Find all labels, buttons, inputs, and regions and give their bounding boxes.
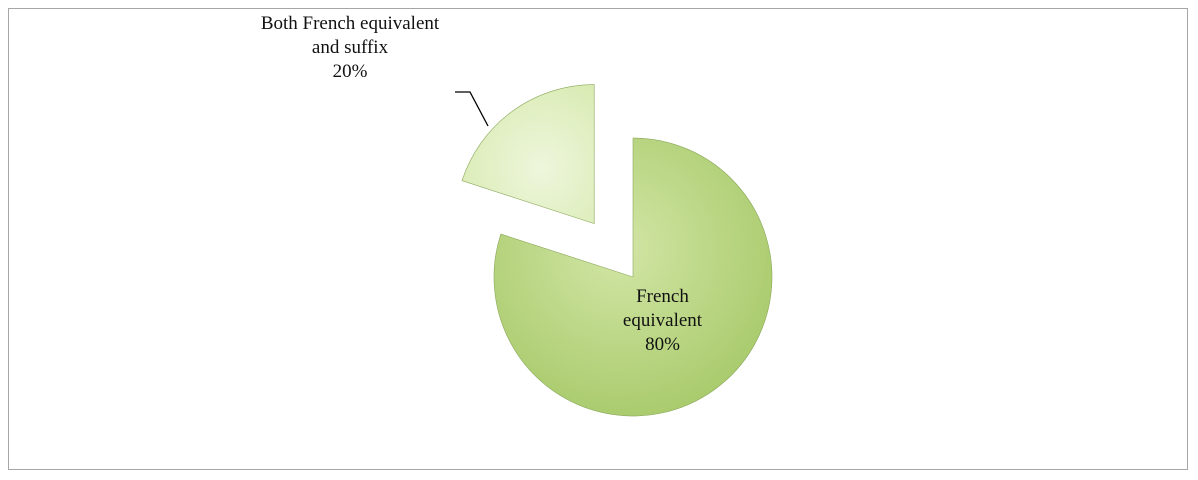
- category-label: French equivalent: [622, 286, 703, 331]
- value-label: 20%: [332, 61, 368, 82]
- slice-label: Both French equivalent and suffix 20%: [245, 12, 455, 84]
- category-label: Both French equivalent and suffix: [260, 13, 440, 58]
- value-label: 80%: [645, 334, 680, 355]
- chart-frame: [8, 8, 1188, 470]
- slice-label: French equivalent 80%: [600, 285, 725, 357]
- pie-slice: [493, 137, 773, 417]
- leader-line: [455, 91, 489, 127]
- pie-slice: [461, 84, 595, 225]
